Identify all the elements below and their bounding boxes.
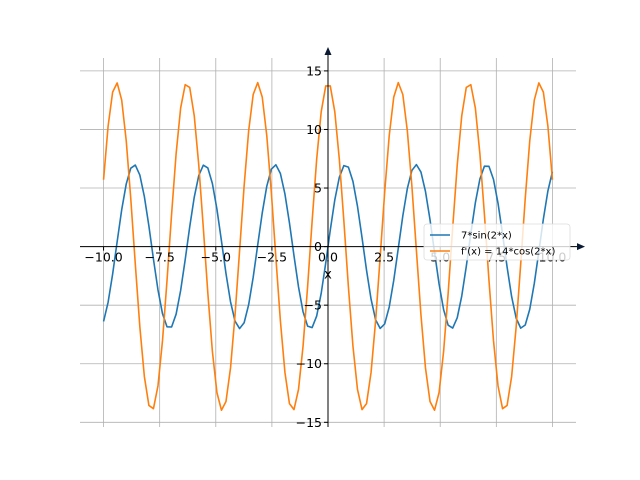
x-axis-arrow — [577, 243, 585, 251]
x-tick-label: −5.0 — [201, 250, 231, 265]
y-axis-arrow — [324, 47, 332, 55]
x-tick-label: −2.5 — [257, 250, 287, 265]
x-tick-label: −10.0 — [84, 250, 122, 265]
x-tick-label: 2.5 — [374, 250, 394, 265]
x-tick-label: −7.5 — [144, 250, 174, 265]
y-tick-label: 15 — [306, 63, 322, 78]
legend-box — [423, 223, 571, 261]
y-tick-label: −5 — [304, 298, 322, 313]
legend: 7*sin(2*x) f'(x) = 14*cos(2*x) — [423, 223, 571, 261]
x-tick-label: 0.0 — [318, 250, 338, 265]
y-tick-label: 10 — [306, 122, 322, 137]
y-tick-label: −10 — [296, 356, 322, 371]
y-tick-label: 5 — [314, 181, 322, 196]
x-axis-label: x — [324, 268, 332, 283]
y-tick-label: 0 — [314, 239, 322, 254]
y-tick-label: −15 — [296, 415, 322, 430]
legend-label-1: f'(x) = 14*cos(2*x) — [461, 247, 555, 258]
legend-label-0: 7*sin(2*x) — [461, 231, 512, 242]
